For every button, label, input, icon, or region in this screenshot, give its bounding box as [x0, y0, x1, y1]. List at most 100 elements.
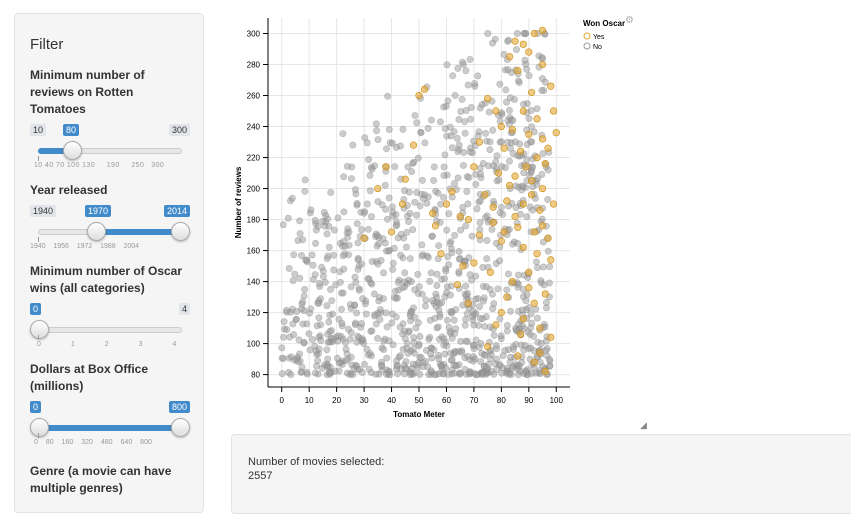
slider-tick-labels: 1940 1956 1972 1988 2004 — [30, 243, 140, 250]
data-point-no — [493, 355, 501, 363]
slider-from-handle[interactable] — [87, 222, 106, 241]
data-point-no — [388, 139, 396, 147]
year-released-slider[interactable]: 1940 1970 2014 1940 1956 1972 1988 2004 — [30, 203, 190, 250]
data-point-no — [364, 225, 372, 233]
data-point-no — [542, 304, 550, 312]
data-point-no — [379, 235, 387, 243]
data-point-no — [463, 187, 471, 195]
data-point-no — [422, 357, 430, 365]
data-point-no — [358, 260, 366, 268]
data-point-no — [376, 306, 384, 314]
data-point-no — [477, 339, 485, 347]
data-point-no — [385, 126, 393, 134]
slider-track[interactable] — [38, 327, 182, 333]
data-point-no — [467, 115, 475, 123]
data-point-yes — [527, 177, 536, 185]
data-point-no — [504, 138, 512, 146]
data-point-yes — [536, 349, 544, 357]
data-point-no — [380, 269, 388, 277]
data-point-no — [405, 217, 413, 225]
data-point-no — [511, 138, 519, 146]
data-point-no — [471, 369, 479, 377]
data-point-no — [426, 333, 434, 341]
data-point-no — [541, 78, 549, 86]
data-point-yes — [549, 200, 558, 208]
year-released-label: Year released — [30, 183, 108, 197]
data-point-no — [361, 134, 369, 142]
slider-handle[interactable] — [63, 141, 82, 160]
data-point-no — [434, 189, 442, 197]
data-point-no — [475, 303, 483, 311]
data-point-yes — [533, 153, 541, 162]
data-point-yes — [495, 169, 503, 177]
data-point-no — [457, 369, 465, 377]
data-point-no — [401, 187, 409, 195]
data-point-no — [503, 327, 511, 335]
data-point-yes — [538, 135, 547, 143]
data-point-no — [512, 182, 520, 190]
data-point-no — [489, 39, 497, 47]
data-point-no — [510, 345, 518, 353]
data-point-no — [472, 180, 480, 188]
slider-from-handle[interactable] — [30, 418, 49, 437]
y-tick-label: 140 — [247, 278, 261, 287]
data-point-yes — [538, 184, 547, 193]
resize-handle-icon[interactable]: ◢ — [640, 420, 647, 430]
data-point-no — [506, 94, 514, 102]
y-tick-label: 300 — [247, 30, 261, 39]
data-point-no — [451, 231, 459, 239]
data-point-no — [428, 232, 436, 240]
data-point-no — [389, 265, 397, 273]
data-point-no — [451, 91, 459, 99]
x-tick-label: 0 — [280, 396, 285, 405]
slider-handle[interactable] — [30, 320, 49, 339]
data-point-no — [534, 264, 542, 272]
data-point-no — [468, 232, 476, 240]
data-point-no — [504, 270, 512, 278]
data-point-no — [347, 175, 355, 183]
data-point-yes — [470, 163, 478, 171]
data-point-yes — [500, 144, 508, 152]
data-point-no — [365, 156, 373, 164]
data-point-no — [488, 367, 496, 375]
min-oscar-wins-slider[interactable]: 0 4 0 1 2 3 4 — [30, 301, 190, 348]
data-point-no — [416, 370, 424, 378]
data-point-no — [437, 362, 445, 370]
data-point-no — [478, 349, 486, 357]
data-point-yes — [398, 200, 407, 208]
data-point-no — [307, 305, 315, 313]
data-point-no — [359, 295, 367, 303]
data-point-no — [380, 345, 388, 353]
data-point-no — [311, 216, 319, 224]
y-tick-label: 180 — [247, 216, 261, 225]
data-point-no — [542, 346, 550, 354]
min-reviews-slider[interactable]: 10 80 300 10 40 70 100 130 190 250 300 — [30, 122, 190, 169]
data-point-no — [408, 168, 416, 176]
data-point-no — [366, 187, 374, 195]
data-point-no — [323, 230, 331, 238]
data-point-yes — [549, 107, 558, 115]
slider-from-label: 1970 — [85, 205, 112, 217]
box-office-slider[interactable]: 0 800 0 80 160 320 480 640 800 — [30, 399, 190, 446]
data-point-no — [315, 314, 323, 322]
data-point-no — [350, 364, 358, 372]
data-point-no — [411, 111, 419, 119]
data-point-no — [391, 163, 399, 171]
data-point-no — [539, 263, 547, 271]
data-point-no — [324, 363, 332, 371]
data-point-no — [361, 300, 369, 308]
slider-to-handle[interactable] — [171, 222, 190, 241]
data-point-no — [436, 310, 444, 318]
legend-title: Won Oscar — [583, 19, 625, 28]
slider-fill — [96, 229, 182, 235]
data-point-no — [311, 369, 319, 377]
data-point-no — [349, 370, 357, 378]
slider-from-label: 0 — [30, 401, 42, 413]
data-point-no — [493, 152, 501, 160]
data-point-no — [427, 350, 435, 358]
data-point-no — [455, 141, 463, 149]
data-point-no — [497, 138, 505, 146]
data-point-no — [502, 86, 510, 94]
slider-to-handle[interactable] — [171, 418, 190, 437]
data-point-no — [278, 370, 286, 378]
